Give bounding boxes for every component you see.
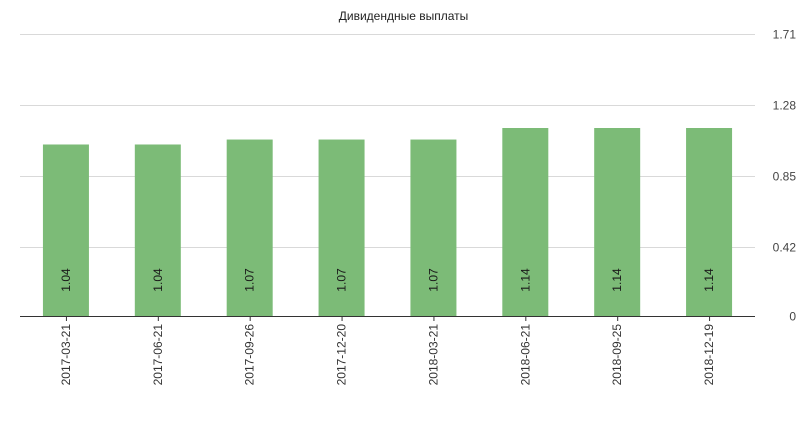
x-tick-label: 2018-12-19: [702, 324, 716, 386]
y-tick-label: 0.85: [773, 170, 797, 184]
data-label: 1.04: [59, 268, 73, 292]
bar: [318, 139, 365, 316]
data-label: 1.07: [426, 268, 440, 292]
x-tick-label: 2017-03-21: [59, 324, 73, 386]
data-label: 1.14: [518, 268, 532, 292]
y-tick-label: 0: [789, 310, 796, 324]
data-label: 1.14: [610, 268, 624, 292]
bars: [42, 128, 733, 316]
bar: [686, 128, 733, 316]
data-label: 1.07: [335, 268, 349, 292]
bar: [594, 128, 641, 316]
x-tick-label: 2017-09-26: [243, 324, 257, 386]
x-tick-label: 2017-06-21: [151, 324, 165, 386]
data-labels: 1.04 1.04 1.07 1.07 1.07 1.14 1.14 1.14: [59, 268, 716, 292]
axes: 0 0.42 0.85 1.28 1.71 2017-03-21 2017-06-21 201…: [20, 28, 797, 386]
y-tick-label: 1.71: [773, 28, 797, 42]
x-tick-label: 2017-12-20: [335, 324, 349, 386]
y-tick-label: 0.42: [773, 241, 797, 255]
x-tick-label: 2018-03-21: [426, 324, 440, 386]
data-label: 1.14: [702, 268, 716, 292]
bar: [502, 128, 549, 316]
x-tick-label: 2018-09-25: [610, 324, 624, 386]
x-tick-label: 2018-06-21: [518, 324, 532, 386]
data-label: 1.04: [151, 268, 165, 292]
bar: [226, 139, 273, 316]
bar: [410, 139, 457, 316]
bar: [134, 144, 181, 316]
chart-title: Дивидендные выплаты: [338, 9, 469, 23]
y-tick-label: 1.28: [773, 99, 797, 113]
bar: [42, 144, 89, 316]
gridlines: [20, 34, 755, 248]
data-label: 1.07: [243, 268, 257, 292]
